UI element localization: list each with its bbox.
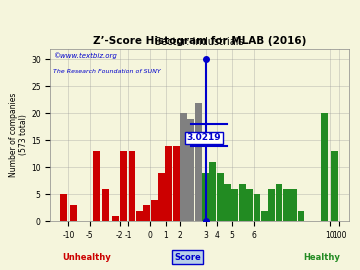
Title: Z’-Score Histogram for MLAB (2016): Z’-Score Histogram for MLAB (2016) — [93, 36, 306, 46]
Bar — [202, 173, 209, 221]
Bar — [224, 184, 231, 221]
Bar — [70, 205, 77, 221]
Text: Sector: Industrials: Sector: Industrials — [156, 37, 244, 47]
Y-axis label: Number of companies
(573 total): Number of companies (573 total) — [9, 93, 28, 177]
Bar — [331, 151, 338, 221]
Bar — [121, 151, 127, 221]
Text: Healthy: Healthy — [303, 252, 340, 262]
Bar — [210, 162, 216, 221]
Bar — [283, 189, 290, 221]
Bar — [188, 119, 194, 221]
Bar — [239, 184, 246, 221]
Bar — [246, 189, 253, 221]
Bar — [165, 146, 172, 221]
Bar — [158, 173, 165, 221]
Bar — [180, 113, 187, 221]
Bar — [93, 151, 100, 221]
Bar — [60, 194, 67, 221]
Text: Unhealthy: Unhealthy — [62, 252, 111, 262]
Bar — [275, 184, 282, 221]
Bar — [112, 216, 119, 221]
Text: ©www.textbiz.org: ©www.textbiz.org — [53, 52, 117, 59]
Text: 3.0219: 3.0219 — [186, 133, 221, 142]
Bar — [173, 146, 180, 221]
Bar — [268, 189, 275, 221]
Bar — [261, 211, 268, 221]
Bar — [195, 103, 202, 221]
Bar — [103, 189, 109, 221]
Bar — [321, 113, 328, 221]
Bar — [129, 151, 135, 221]
Bar — [217, 173, 224, 221]
Text: The Research Foundation of SUNY: The Research Foundation of SUNY — [53, 69, 161, 74]
Bar — [143, 205, 150, 221]
Bar — [290, 189, 297, 221]
Text: Score: Score — [175, 252, 201, 262]
Bar — [136, 211, 143, 221]
Bar — [150, 200, 158, 221]
Bar — [253, 194, 260, 221]
Bar — [298, 211, 305, 221]
Bar — [231, 189, 238, 221]
